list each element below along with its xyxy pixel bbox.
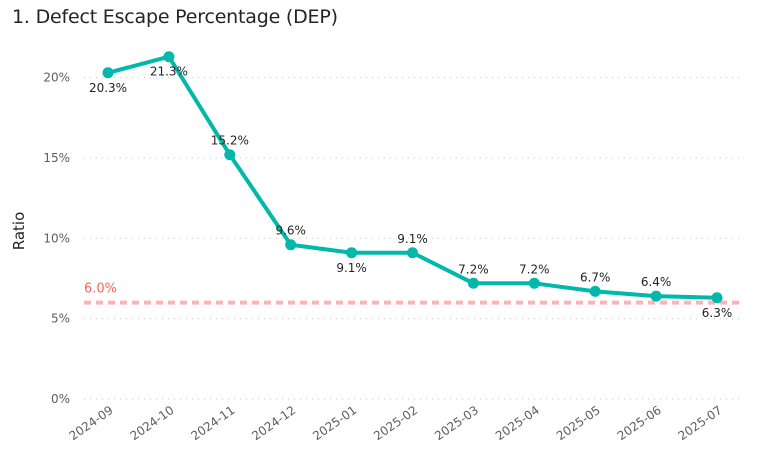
reference-line-group: 6.0% <box>84 282 742 305</box>
data-point <box>224 149 236 161</box>
data-point <box>407 247 418 259</box>
y-tick-label: 15% <box>43 151 70 165</box>
x-tick-label: 2025-07 <box>676 403 725 443</box>
x-tick-label: 2024-10 <box>128 403 177 443</box>
data-point <box>163 51 175 63</box>
data-label: 21.3% <box>150 65 188 79</box>
data-label: 15.2% <box>211 134 249 148</box>
y-tick-label: 0% <box>51 392 70 406</box>
x-tick-label: 2025-06 <box>615 403 664 443</box>
y-axis-ticks: 0% 5% 10% 15% 20% <box>43 71 70 406</box>
data-label: 9.6% <box>275 224 306 238</box>
y-axis-label: Ratio <box>10 212 28 251</box>
x-tick-label: 2025-02 <box>371 403 420 443</box>
x-tick-label: 2025-04 <box>493 403 542 443</box>
data-label: 6.3% <box>702 306 733 320</box>
data-point <box>528 277 540 289</box>
y-tick-label: 20% <box>43 71 70 85</box>
data-point <box>346 247 358 259</box>
x-tick-label: 2024-09 <box>67 403 116 443</box>
chart-title: 1. Defect Escape Percentage (DEP) <box>12 6 338 28</box>
data-point <box>285 239 297 251</box>
x-tick-label: 2024-12 <box>249 403 298 443</box>
data-label: 20.3% <box>89 81 127 95</box>
data-label: 7.2% <box>458 262 489 276</box>
data-label: 9.1% <box>336 261 367 275</box>
data-label: 9.1% <box>397 232 428 246</box>
x-tick-label: 2024-11 <box>188 403 237 443</box>
reference-line-label: 6.0% <box>84 282 117 297</box>
data-label: 6.7% <box>580 270 611 284</box>
data-point <box>467 277 479 289</box>
y-tick-label: 10% <box>43 231 70 245</box>
data-point <box>711 292 723 304</box>
series-line <box>106 54 719 300</box>
y-tick-label: 5% <box>51 312 70 326</box>
x-axis-ticks: 2024-09 2024-10 2024-11 2024-12 2025-01 2025-… <box>67 403 725 443</box>
x-tick-label: 2025-03 <box>432 403 481 443</box>
x-tick-label: 2025-05 <box>554 403 603 443</box>
series-dep: 20.3% 21.3% 15.2% 9.6% 9.1% 9.1% 7.2% 7.2% 6.7% 6… <box>89 51 732 320</box>
data-point <box>650 290 662 302</box>
data-label: 7.2% <box>519 262 550 276</box>
data-label: 6.4% <box>641 275 672 289</box>
data-point <box>102 67 114 79</box>
data-point <box>589 285 601 297</box>
x-tick-label: 2025-01 <box>310 403 359 443</box>
